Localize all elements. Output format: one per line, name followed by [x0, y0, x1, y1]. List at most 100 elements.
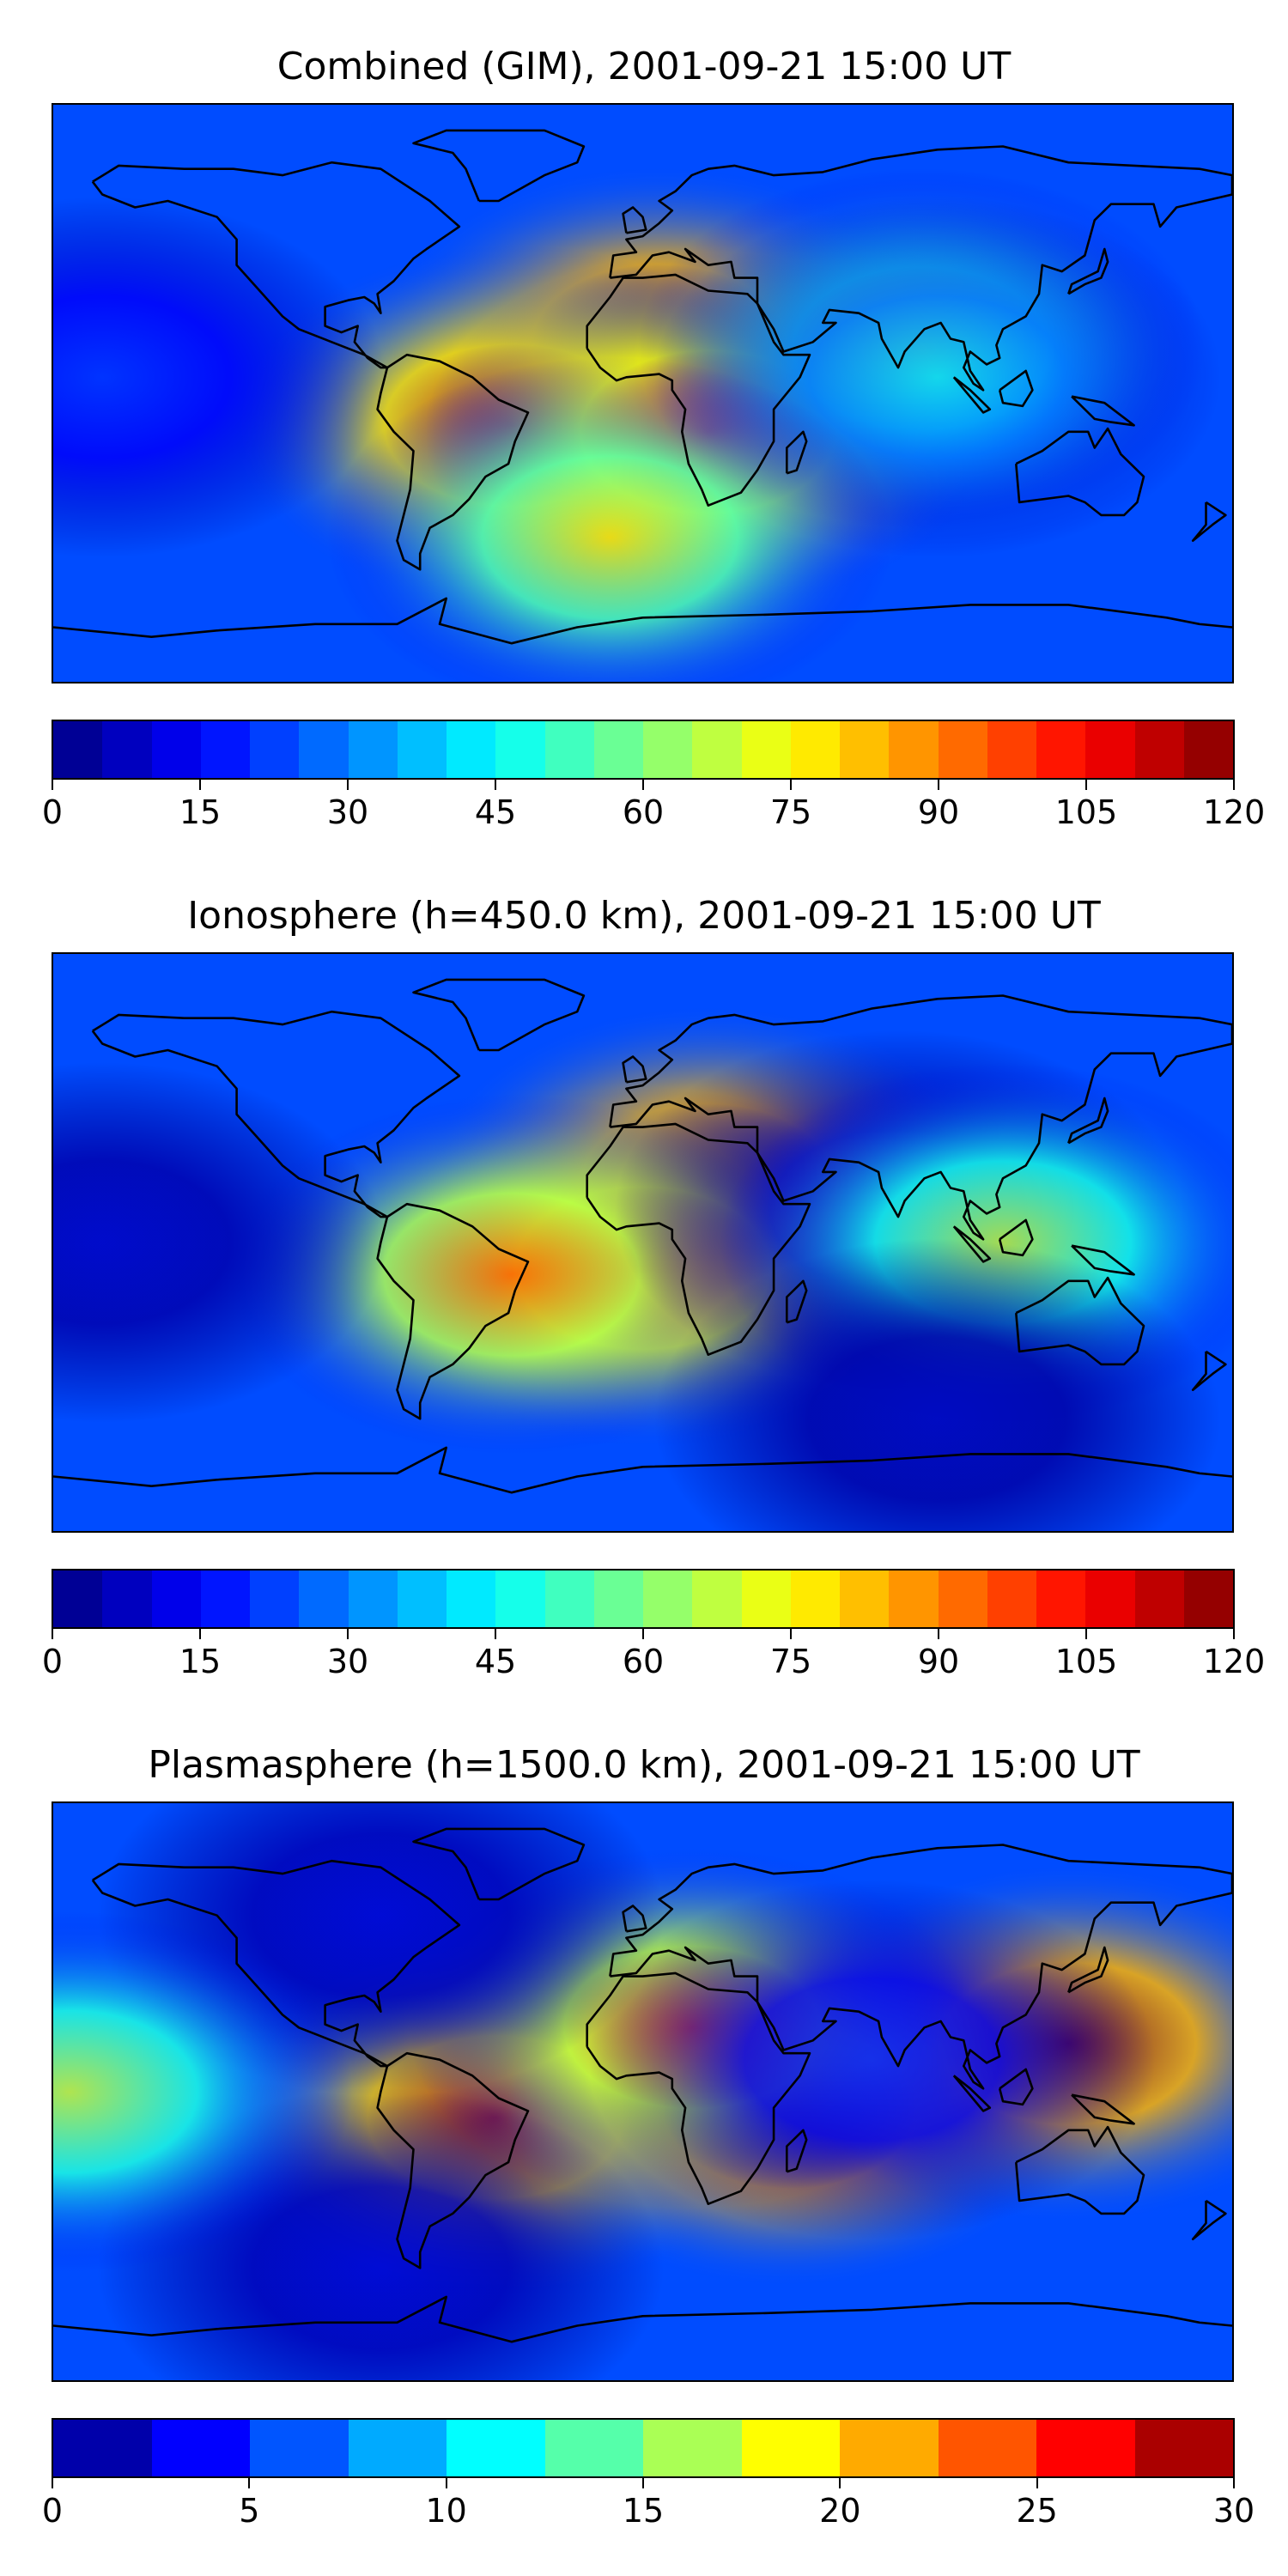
colorbar-segment [1036, 1571, 1086, 1627]
colorbar-tick [1036, 2478, 1038, 2488]
coastline [53, 597, 1232, 645]
colorbar-segment [938, 721, 987, 778]
colorbar-segment [692, 1571, 742, 1627]
coastline [91, 161, 461, 369]
colorbar-segment [299, 721, 349, 778]
colorbar-tick [52, 1629, 53, 1639]
colorbar-segment [447, 721, 496, 778]
colorbar-segment [495, 721, 545, 778]
colorbar-tick [199, 780, 201, 790]
colorbar-segment [593, 721, 643, 778]
data-point [53, 1062, 386, 1423]
data-point [653, 1238, 1221, 1531]
colorbar-tick [938, 780, 939, 790]
colorbar-segment [1134, 721, 1184, 778]
colorbar-segment [1134, 2420, 1233, 2476]
colorbar-segment [250, 1571, 300, 1627]
colorbar-segment [643, 1571, 693, 1627]
colorbar-segment [889, 721, 939, 778]
colorbar-tick-label: 105 [1054, 793, 1118, 831]
colorbar-segment [1183, 1571, 1233, 1627]
coastline [622, 206, 647, 234]
colorbar-segment [790, 721, 840, 778]
coastline [91, 1859, 461, 2068]
colorbar-tick [248, 2478, 251, 2488]
colorbar-tick-label: 0 [41, 2492, 64, 2530]
coastline [1071, 1244, 1135, 1276]
colorbar-tick [445, 2478, 447, 2488]
colorbar-tick-label: 25 [1016, 2492, 1058, 2530]
colorbar-tick-label: 105 [1054, 1643, 1118, 1680]
colorbar-tick-label: 120 [1202, 793, 1266, 831]
data-point [588, 1879, 1156, 2240]
coastline [53, 1446, 1232, 1494]
colorbar-tick [52, 780, 53, 790]
coastline [376, 1202, 530, 1420]
coastline [1067, 1097, 1109, 1145]
colorbar-segment [102, 1571, 152, 1627]
colorbar-tick-label: 90 [917, 1643, 960, 1680]
coastline [1015, 427, 1145, 517]
colorbar-ticks: 0 15 30 45 60 75 90 105 120 [42, 780, 1265, 831]
colorbar-tick-label: 0 [41, 793, 64, 831]
colorbar-segment [938, 2420, 1036, 2476]
colorbar-tick-label: 60 [622, 793, 665, 831]
colorbar-segment [593, 1571, 643, 1627]
colorbar-tick [495, 780, 496, 790]
colorbar-tick [642, 1629, 644, 1639]
colorbar-tick [1085, 780, 1087, 790]
colorbar-tick [642, 2478, 644, 2488]
colorbar-tick-label: 20 [819, 2492, 861, 2530]
coastline [1071, 2093, 1135, 2125]
colorbar-tick [1233, 1629, 1235, 1639]
coastline [1191, 2199, 1227, 2241]
colorbar-ticks: 0 15 30 45 60 75 90 105 120 [42, 1629, 1265, 1680]
colorbar-segment [348, 1571, 398, 1627]
colorbar-tick-label: 30 [326, 1643, 369, 1680]
colorbar-tick [839, 2478, 841, 2488]
coastline [1191, 1350, 1227, 1392]
colorbar [52, 2418, 1235, 2478]
colorbar-segment [643, 721, 693, 778]
colorbar-segment [299, 1571, 349, 1627]
colorbar-tick-label: 45 [474, 1643, 517, 1680]
coastline [376, 353, 530, 571]
colorbar-tick-label: 15 [179, 793, 222, 831]
colorbar-segment [53, 721, 103, 778]
colorbar-tick [1233, 780, 1235, 790]
coastline [586, 1122, 811, 1357]
heatmap-svg [53, 954, 1232, 1531]
colorbar-tick [199, 1629, 201, 1639]
coastline [586, 1971, 811, 2206]
colorbar-segment [1085, 721, 1135, 778]
colorbar-segment [53, 1571, 103, 1627]
colorbar-segment [151, 721, 201, 778]
colorbar-segment [643, 2420, 742, 2476]
coastline [998, 1218, 1034, 1257]
colorbar-tick-label: 15 [622, 2492, 665, 2530]
colorbar-segment [741, 721, 791, 778]
coastline [412, 1827, 586, 1901]
coastline [622, 1055, 647, 1084]
heatmap-svg [53, 105, 1232, 682]
colorbar-tick-label: 30 [326, 793, 369, 831]
colorbar-segment [397, 1571, 447, 1627]
colorbar-segment [1036, 2420, 1135, 2476]
colorbar-tick-label: 60 [622, 1643, 665, 1680]
colorbar-segment [544, 1571, 594, 1627]
colorbar-segment [889, 1571, 939, 1627]
colorbar-segment [692, 721, 742, 778]
panel-title: Ionosphere (h=450.0 km), 2001-09-21 15:0… [187, 894, 1101, 938]
colorbar-segment [397, 721, 447, 778]
world-map [52, 103, 1234, 683]
coastline [586, 273, 811, 507]
colorbar-tick [495, 1629, 496, 1639]
coastline [1071, 395, 1135, 427]
colorbar-segment [250, 721, 300, 778]
coastline [53, 2295, 1232, 2343]
colorbar-tick-label: 0 [41, 1643, 64, 1680]
coastline [952, 1225, 992, 1263]
world-map [52, 1801, 1234, 2382]
colorbar-segment [1085, 1571, 1135, 1627]
colorbar-segment [840, 2420, 939, 2476]
